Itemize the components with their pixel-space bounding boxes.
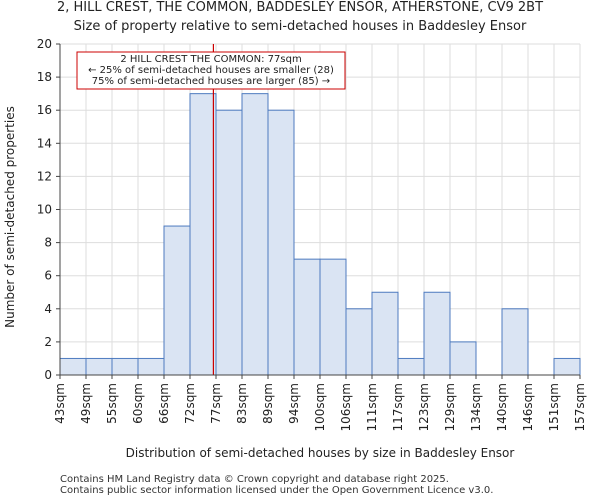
y-tick-label: 4 — [44, 302, 52, 316]
y-tick-label: 20 — [37, 37, 52, 51]
x-tick-label-77sqm: 77sqm — [209, 383, 223, 424]
x-tick-label-94sqm: 94sqm — [287, 383, 301, 424]
chart-subtitle: Size of property relative to semi-detach… — [73, 19, 527, 34]
x-tick-label-140sqm: 140sqm — [495, 383, 509, 431]
x-tick-label-83sqm: 83sqm — [235, 383, 249, 424]
x-tick-label-66sqm: 66sqm — [157, 383, 171, 424]
bar-151sqm — [553, 357, 581, 376]
bar-106sqm — [345, 308, 373, 376]
annotation-line-1: 2 HILL CREST THE COMMON: 77sqm — [120, 54, 301, 65]
y-ticks-group: 0 2 4 6 8 10 12 14 16 18 20 — [37, 37, 60, 382]
y-axis-label: Number of semi-detached properties — [3, 106, 17, 328]
footer-line-2: Contains public sector information licen… — [60, 485, 494, 496]
x-tick-label-129sqm: 129sqm — [443, 383, 457, 431]
y-tick-label: 2 — [44, 335, 52, 349]
annotation-group: 2 HILL CREST THE COMMON: 77sqm ← 25% of … — [76, 51, 346, 90]
y-tick-label: 12 — [37, 169, 52, 183]
x-tick-label-55sqm: 55sqm — [105, 383, 119, 424]
x-tick-label-49sqm: 49sqm — [79, 383, 93, 424]
y-tick-label: 10 — [37, 203, 52, 217]
y-tick-label: 8 — [44, 236, 52, 250]
bar-117sqm — [397, 357, 425, 376]
x-tick-label-151sqm: 151sqm — [547, 383, 561, 431]
footer-line-1: Contains HM Land Registry data © Crown c… — [60, 474, 449, 485]
x-tick-label-134sqm: 134sqm — [469, 383, 483, 431]
bar-83sqm — [241, 93, 269, 376]
bar-60sqm — [137, 357, 165, 376]
bar-89sqm — [267, 109, 295, 376]
y-tick-label: 14 — [37, 136, 52, 150]
x-tick-label-89sqm: 89sqm — [261, 383, 275, 424]
x-tick-label-123sqm: 123sqm — [417, 383, 431, 431]
annotation-box — [76, 51, 346, 90]
bar-129sqm — [449, 341, 477, 376]
x-tick-label-117sqm: 117sqm — [391, 383, 405, 431]
x-tick-label-43sqm: 43sqm — [53, 383, 67, 424]
bar-72sqm — [189, 93, 217, 376]
bar-77sqm — [215, 109, 243, 376]
bar-123sqm — [423, 291, 451, 376]
bar-43sqm — [59, 357, 87, 376]
x-tick-label-111sqm: 111sqm — [365, 383, 379, 431]
bar-55sqm — [111, 357, 139, 376]
x-ticks-group: 43sqm 49sqm 55sqm 60sqm 66sqm 72sqm 77sqm 83sqm… — [53, 375, 587, 431]
y-tick-label: 6 — [44, 269, 52, 283]
annotation-line-3: 75% of semi-detached houses are larger (… — [92, 76, 330, 87]
x-tick-label-60sqm: 60sqm — [131, 383, 145, 424]
x-tick-label-157sqm: 157sqm — [573, 383, 587, 431]
chart-title: 2, HILL CREST, THE COMMON, BADDESLEY ENS… — [56, 0, 544, 15]
y-tick-label: 18 — [37, 70, 52, 84]
bar-140sqm — [501, 308, 529, 376]
x-tick-label-100sqm: 100sqm — [313, 383, 327, 431]
y-tick-label: 0 — [44, 368, 52, 382]
bar-94sqm — [293, 258, 321, 376]
bar-49sqm — [85, 357, 113, 376]
x-tick-label-106sqm: 106sqm — [339, 383, 353, 431]
x-axis-label: Distribution of semi-detached houses by … — [126, 446, 515, 460]
bar-66sqm — [163, 225, 191, 376]
y-tick-label: 16 — [37, 103, 52, 117]
x-tick-label-146sqm: 146sqm — [521, 383, 535, 431]
x-tick-label-72sqm: 72sqm — [183, 383, 197, 424]
bar-111sqm — [371, 291, 399, 376]
annotation-line-2: ← 25% of semi-detached houses are smalle… — [88, 65, 334, 76]
bar-100sqm — [319, 258, 347, 376]
